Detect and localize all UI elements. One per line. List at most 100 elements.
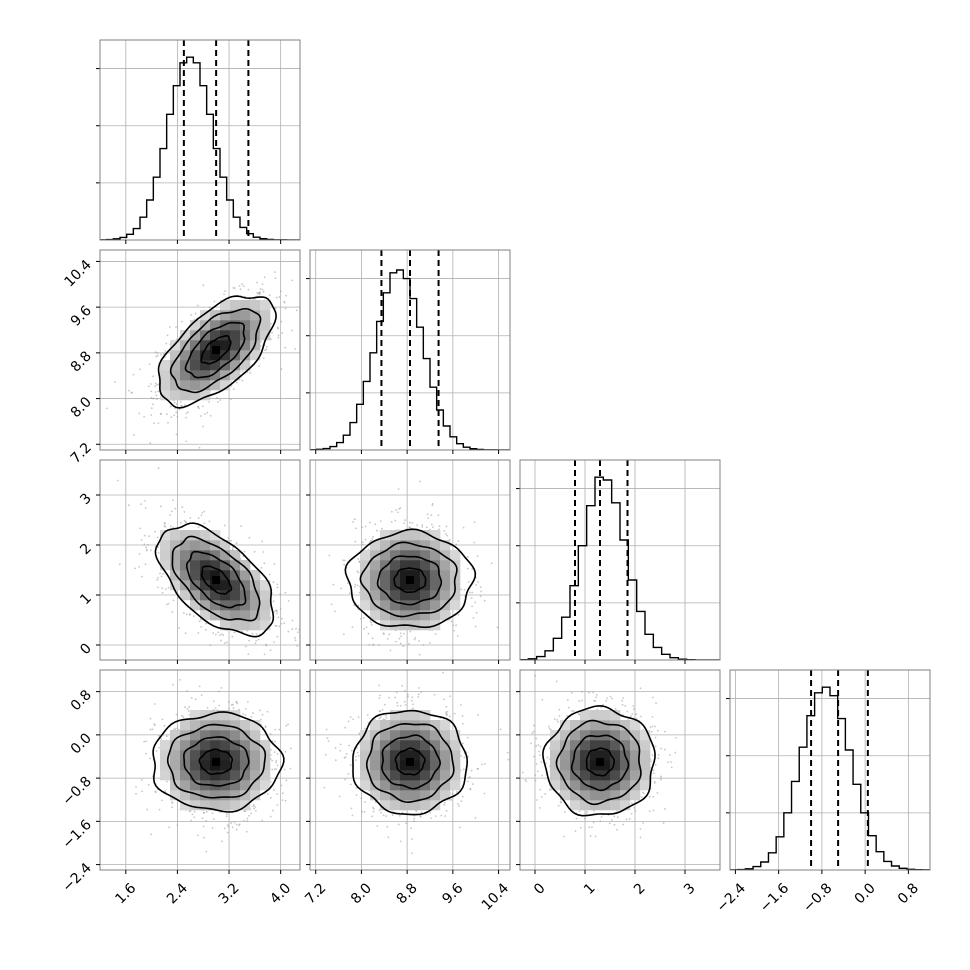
density-cell [190,540,201,551]
scatter-point [265,348,268,351]
scatter-point [157,546,159,549]
scatter-point [273,610,276,613]
scatter-point [386,637,389,640]
scatter-point [145,740,148,743]
contour-lines [344,528,477,629]
density-cell [180,380,191,391]
scatter-point [280,320,283,323]
scatter-point [477,714,479,716]
scatter-point [117,479,119,482]
scatter-point [154,382,157,385]
scatter-point [185,440,188,443]
scatter-point [365,626,368,629]
density-cell [220,340,231,351]
density-cell [210,360,221,371]
density-cell [190,560,201,571]
scatter-point [203,413,206,415]
scatter-point [225,815,228,818]
density-cell [360,580,371,591]
density-cell [220,540,231,551]
scatter-point [198,620,201,623]
scatter-point [378,684,381,687]
density-cell [200,610,211,621]
scatter-point [255,632,258,635]
scatter-point [175,713,178,716]
scatter-point [230,381,233,383]
density-cell [190,770,201,781]
scatter-point [176,416,179,418]
scatter-point [157,422,160,425]
density-cell [250,770,261,781]
scatter-point [272,600,275,603]
scatter-point [232,286,235,289]
scatter-point [157,552,160,554]
scatter-point [138,553,141,555]
density-cell [210,600,221,611]
density-cell [200,770,211,781]
density-cell [230,550,241,561]
scatter-point [340,587,343,590]
scatter-point [368,643,371,646]
density-cell [200,550,211,561]
scatter-point [276,764,279,767]
density-cell [250,750,261,761]
scatter-point [346,582,349,585]
scatter-point [227,826,230,828]
density-cell [190,390,201,401]
scatter-point [171,611,174,613]
density-cell [190,800,201,811]
scatter-point [274,307,277,310]
scatter-point [208,401,211,403]
density-cell [200,540,211,551]
scatter-point [170,510,173,513]
density-cell [210,710,221,721]
scatter-point [165,603,168,606]
scatter-point [214,707,217,710]
scatter-point [149,717,152,720]
density-cell [240,610,251,621]
scatter-point [285,294,287,297]
density-cell [190,750,201,761]
scatter-point [209,414,212,417]
scatter-point [259,340,262,343]
density-cell [240,620,251,631]
scatter-point [458,805,460,807]
density-cell [210,750,221,761]
scatter-point [175,727,177,730]
scatter-point [470,597,473,600]
contour-line [169,307,262,394]
density-cell [430,600,441,611]
scatter-point [164,588,167,591]
scatter-point [469,591,471,594]
scatter-point [230,539,233,542]
scatter-point [189,516,192,519]
density-peak [406,576,414,584]
density-cell [190,590,201,601]
density-cell [210,770,221,781]
density-cell [180,780,191,791]
scatter-point [276,583,279,586]
density-cell [420,610,431,621]
density-cell [410,610,421,621]
density-cell [210,560,221,571]
density-cell [170,350,181,361]
density-cell [200,380,211,391]
scatter-point [157,576,159,579]
scatter-point [434,633,437,635]
scatter-point [371,637,374,640]
density-cell [260,300,271,311]
scatter-point [437,514,440,517]
scatter-point [483,599,486,602]
scatter-point [361,543,364,546]
scatter-point [446,534,449,537]
scatter-point [287,630,290,633]
density-cell [190,780,201,791]
scatter-point [479,662,481,664]
scatter-point [235,381,238,384]
joint-panel-0-2 [99,459,301,661]
scatter-point [473,541,476,544]
density-cell [240,730,251,741]
scatter-point [273,641,275,643]
scatter-point [194,312,197,315]
scatter-point [455,543,458,546]
